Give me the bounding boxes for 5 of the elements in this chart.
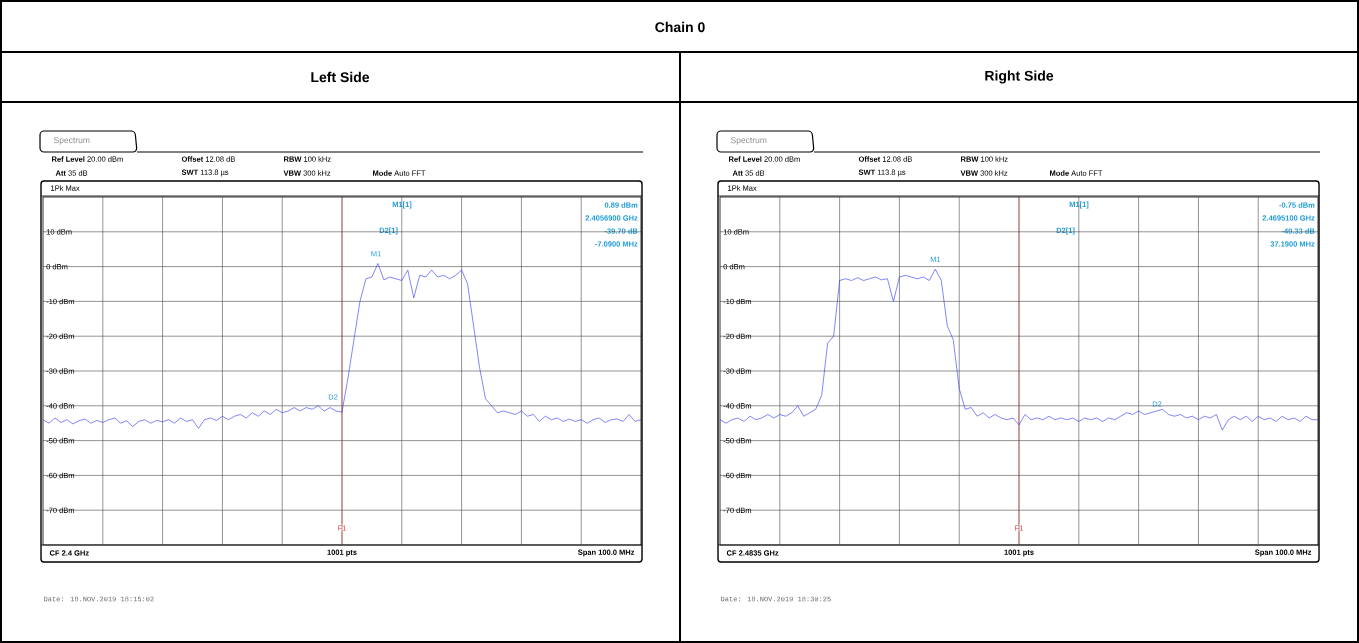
chart-subtitle: Right Side <box>985 70 1054 84</box>
text: Spectrum <box>730 137 767 145</box>
text: Chain 0 <box>655 21 705 33</box>
chart-subtitle: Left Side <box>311 71 370 83</box>
text: Spectrum <box>53 137 90 145</box>
